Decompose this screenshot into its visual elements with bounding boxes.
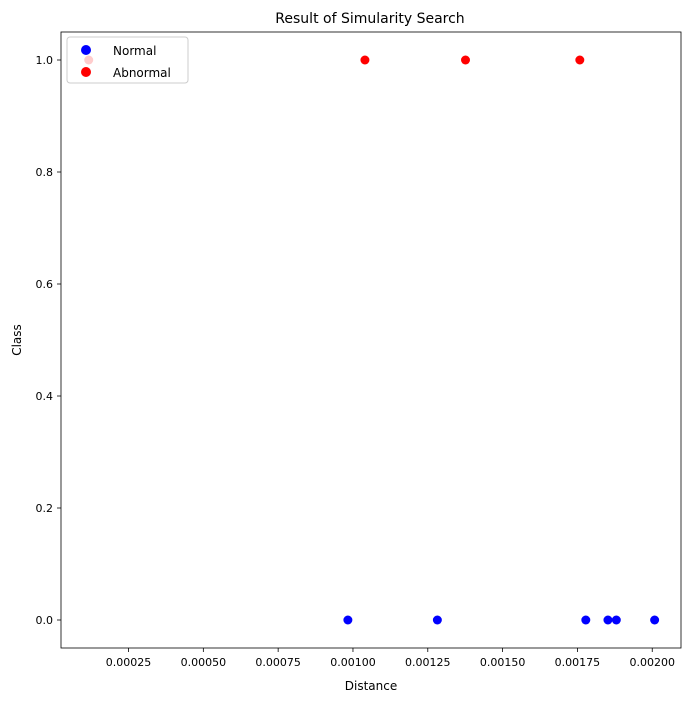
legend-label-normal: Normal: [113, 44, 156, 58]
y-tick-label: 1.0: [36, 54, 54, 67]
x-tick-label: 0.00125: [405, 656, 451, 669]
plot-frame: [60, 31, 682, 649]
x-tick-label: 0.00200: [629, 656, 675, 669]
y-axis-ticks: 0.0 0.2 0.4 0.6 0.8 1.0: [36, 54, 61, 627]
y-tick-label: 0.6: [36, 278, 54, 291]
y-tick-label: 0.4: [36, 390, 54, 403]
data-point-normal: [611, 615, 621, 625]
chart-title: Result of Simularity Search: [275, 11, 464, 27]
legend: Normal Abnormal: [66, 36, 189, 84]
y-tick-label: 0.8: [36, 166, 54, 179]
data-point-abnormal: [575, 55, 585, 65]
y-tick-label: 0.0: [36, 614, 54, 627]
y-tick-label: 0.2: [36, 502, 54, 515]
x-tick-label: 0.00050: [181, 656, 227, 669]
data-point-normal: [581, 615, 591, 625]
legend-marker-abnormal: [81, 67, 91, 77]
data-point-abnormal: [460, 55, 470, 65]
data-point-normal: [650, 615, 660, 625]
x-axis-label: Distance: [345, 679, 397, 693]
data-point-abnormal: [360, 55, 370, 65]
data-point-normal: [343, 615, 353, 625]
x-axis-ticks: 0.00025 0.00050 0.00075 0.00100 0.00125 0.001…: [106, 648, 675, 669]
legend-label-abnormal: Abnormal: [113, 66, 171, 80]
x-tick-label: 0.00025: [106, 656, 152, 669]
x-tick-label: 0.00100: [330, 656, 376, 669]
data-points: [84, 55, 660, 625]
legend-box: [66, 36, 189, 84]
x-tick-label: 0.00150: [480, 656, 526, 669]
x-tick-label: 0.00075: [255, 656, 301, 669]
data-point-normal: [603, 615, 613, 625]
data-point-normal: [432, 615, 442, 625]
y-axis-label: Class: [10, 324, 24, 356]
legend-marker-normal: [81, 45, 91, 55]
x-tick-label: 0.00175: [555, 656, 601, 669]
